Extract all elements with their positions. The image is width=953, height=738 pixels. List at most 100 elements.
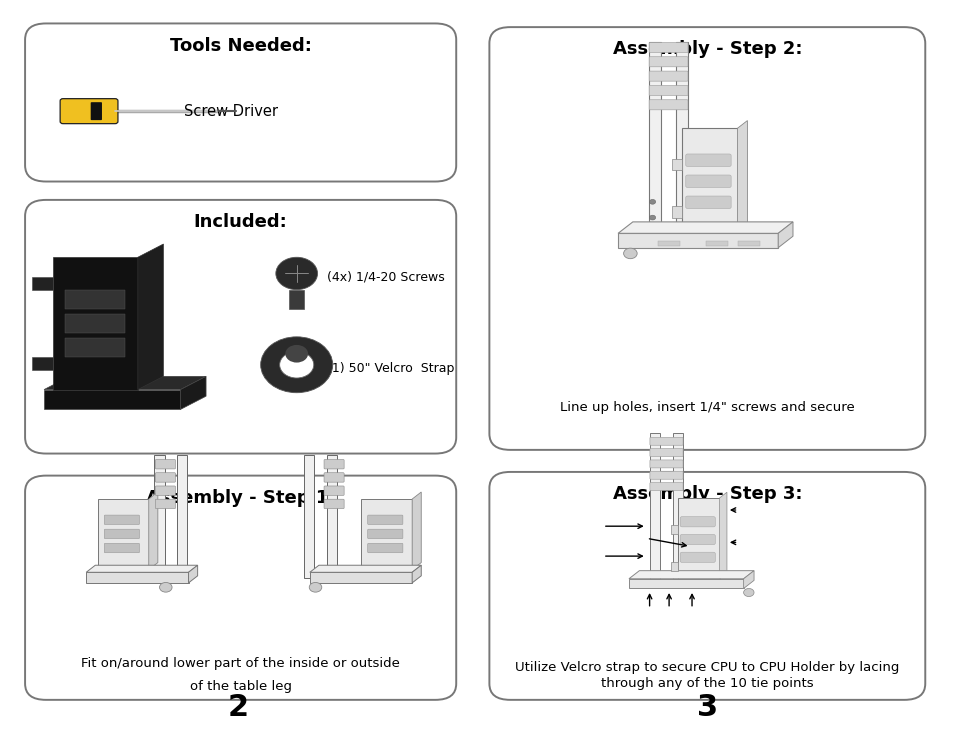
FancyBboxPatch shape xyxy=(648,100,687,110)
Polygon shape xyxy=(44,376,206,390)
FancyBboxPatch shape xyxy=(649,433,659,579)
Polygon shape xyxy=(310,565,421,572)
Polygon shape xyxy=(137,244,163,390)
Text: Assembly - Step 2:: Assembly - Step 2: xyxy=(612,41,801,58)
Polygon shape xyxy=(618,233,778,248)
Circle shape xyxy=(742,588,753,596)
FancyBboxPatch shape xyxy=(658,241,679,246)
FancyBboxPatch shape xyxy=(685,196,730,209)
Polygon shape xyxy=(44,390,180,410)
FancyBboxPatch shape xyxy=(327,455,336,579)
FancyBboxPatch shape xyxy=(685,175,730,187)
Circle shape xyxy=(649,215,655,220)
Polygon shape xyxy=(180,376,206,410)
FancyBboxPatch shape xyxy=(672,433,682,579)
FancyBboxPatch shape xyxy=(670,562,678,570)
FancyBboxPatch shape xyxy=(648,71,687,81)
Polygon shape xyxy=(719,492,726,579)
FancyBboxPatch shape xyxy=(25,475,456,700)
Circle shape xyxy=(309,582,321,592)
FancyBboxPatch shape xyxy=(648,86,687,95)
Circle shape xyxy=(649,199,655,204)
Polygon shape xyxy=(86,565,197,572)
Text: 2: 2 xyxy=(228,693,249,722)
FancyBboxPatch shape xyxy=(489,27,924,450)
FancyBboxPatch shape xyxy=(679,534,715,545)
Text: 3: 3 xyxy=(696,693,718,722)
Polygon shape xyxy=(86,572,189,583)
FancyBboxPatch shape xyxy=(489,472,924,700)
FancyBboxPatch shape xyxy=(705,241,727,246)
FancyBboxPatch shape xyxy=(104,529,139,539)
Polygon shape xyxy=(52,258,137,390)
Text: (1) 50" Velcro  Strap: (1) 50" Velcro Strap xyxy=(327,362,454,375)
FancyBboxPatch shape xyxy=(678,498,719,579)
Polygon shape xyxy=(618,222,792,233)
FancyBboxPatch shape xyxy=(104,543,139,553)
Polygon shape xyxy=(66,338,125,356)
Polygon shape xyxy=(32,356,52,370)
FancyBboxPatch shape xyxy=(360,499,412,570)
Circle shape xyxy=(623,248,637,259)
Text: Tools Needed:: Tools Needed: xyxy=(170,37,312,55)
Circle shape xyxy=(260,337,333,393)
Polygon shape xyxy=(778,222,792,248)
Text: Included:: Included: xyxy=(193,213,287,231)
FancyBboxPatch shape xyxy=(649,460,682,468)
FancyBboxPatch shape xyxy=(155,473,175,482)
Polygon shape xyxy=(742,570,753,588)
Text: through any of the 10 tie points: through any of the 10 tie points xyxy=(600,677,813,690)
FancyBboxPatch shape xyxy=(672,206,681,218)
Polygon shape xyxy=(32,277,52,290)
Polygon shape xyxy=(628,570,753,579)
Text: Utilize Velcro strap to secure CPU to CPU Holder by lacing: Utilize Velcro strap to secure CPU to CP… xyxy=(515,661,899,675)
FancyBboxPatch shape xyxy=(177,455,187,579)
Polygon shape xyxy=(66,314,125,333)
Polygon shape xyxy=(149,492,157,570)
FancyBboxPatch shape xyxy=(649,438,682,445)
FancyBboxPatch shape xyxy=(670,525,678,534)
FancyBboxPatch shape xyxy=(154,455,165,579)
Text: Line up holes, insert 1/4" screws and secure: Line up holes, insert 1/4" screws and se… xyxy=(559,401,854,414)
FancyBboxPatch shape xyxy=(60,99,118,124)
FancyBboxPatch shape xyxy=(676,42,687,233)
FancyBboxPatch shape xyxy=(649,472,682,479)
Polygon shape xyxy=(412,565,421,583)
FancyBboxPatch shape xyxy=(155,499,175,508)
Polygon shape xyxy=(628,579,742,588)
FancyBboxPatch shape xyxy=(104,515,139,525)
Circle shape xyxy=(159,582,172,592)
Polygon shape xyxy=(412,492,421,570)
FancyBboxPatch shape xyxy=(681,128,737,233)
FancyBboxPatch shape xyxy=(155,460,175,469)
Polygon shape xyxy=(737,120,746,233)
Polygon shape xyxy=(310,572,412,583)
FancyBboxPatch shape xyxy=(648,42,687,52)
Polygon shape xyxy=(189,565,197,583)
FancyBboxPatch shape xyxy=(649,483,682,491)
Circle shape xyxy=(275,258,317,289)
FancyBboxPatch shape xyxy=(679,517,715,527)
FancyBboxPatch shape xyxy=(289,289,304,308)
FancyBboxPatch shape xyxy=(649,449,682,457)
FancyBboxPatch shape xyxy=(97,499,149,570)
FancyBboxPatch shape xyxy=(304,455,314,579)
Text: Fit on/around lower part of the inside or outside: Fit on/around lower part of the inside o… xyxy=(81,658,399,670)
Circle shape xyxy=(285,345,308,362)
Text: Assembly - Step 3:: Assembly - Step 3: xyxy=(612,485,801,503)
Text: of the table leg: of the table leg xyxy=(190,680,292,693)
FancyBboxPatch shape xyxy=(25,200,456,454)
Text: Assembly - Step 1:: Assembly - Step 1: xyxy=(146,489,335,507)
FancyBboxPatch shape xyxy=(324,473,344,482)
FancyBboxPatch shape xyxy=(367,515,402,525)
Polygon shape xyxy=(66,290,125,309)
Text: Screw Driver: Screw Driver xyxy=(184,103,277,119)
FancyBboxPatch shape xyxy=(91,102,102,120)
FancyBboxPatch shape xyxy=(155,486,175,495)
FancyBboxPatch shape xyxy=(367,543,402,553)
FancyBboxPatch shape xyxy=(324,460,344,469)
Text: (4x) 1/4-20 Screws: (4x) 1/4-20 Screws xyxy=(327,271,444,283)
FancyBboxPatch shape xyxy=(679,552,715,562)
FancyBboxPatch shape xyxy=(648,57,687,67)
Circle shape xyxy=(279,351,314,378)
